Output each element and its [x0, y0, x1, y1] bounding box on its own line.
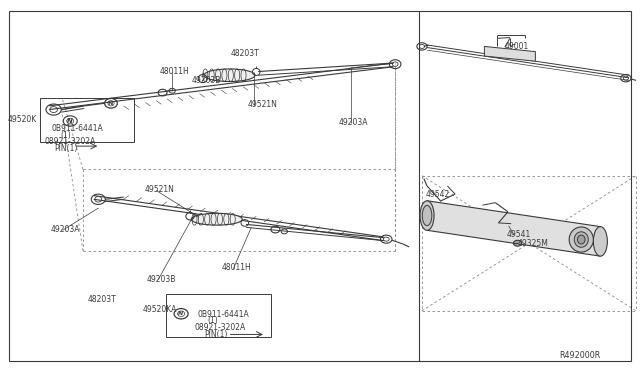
Text: N: N [178, 311, 183, 316]
Ellipse shape [577, 235, 585, 244]
Ellipse shape [191, 213, 243, 225]
Text: 49520KA: 49520KA [143, 305, 177, 314]
Text: 0B911-6441A: 0B911-6441A [198, 310, 250, 319]
Text: 48203T: 48203T [88, 295, 116, 304]
Ellipse shape [422, 205, 432, 226]
Text: 08921-3202A: 08921-3202A [195, 323, 246, 332]
Text: 49203A: 49203A [339, 118, 369, 127]
Ellipse shape [420, 201, 434, 230]
Polygon shape [484, 46, 536, 61]
Text: 49203A: 49203A [51, 225, 81, 234]
Ellipse shape [574, 232, 588, 247]
Text: 49542: 49542 [425, 190, 449, 199]
Ellipse shape [593, 227, 607, 256]
Text: 49521N: 49521N [145, 185, 175, 194]
Text: PIN(1): PIN(1) [54, 144, 77, 153]
Text: 08921-3202A: 08921-3202A [45, 137, 96, 146]
Text: 49541: 49541 [507, 230, 531, 239]
Text: 49521N: 49521N [248, 100, 278, 109]
Text: (1): (1) [207, 316, 218, 325]
Text: 49325M: 49325M [518, 239, 548, 248]
Text: 0B911-6441A: 0B911-6441A [51, 124, 103, 133]
Text: 48203T: 48203T [231, 49, 260, 58]
Ellipse shape [569, 227, 593, 252]
Text: N: N [67, 118, 73, 124]
Ellipse shape [204, 69, 255, 81]
Bar [40, 98, 134, 142]
Text: 48011H: 48011H [159, 67, 189, 76]
Text: N: N [108, 101, 113, 106]
Text: R492000R: R492000R [559, 350, 600, 360]
Text: 48011H: 48011H [222, 263, 252, 272]
Text: PIN(1): PIN(1) [204, 330, 227, 339]
Text: 49203B: 49203B [191, 76, 221, 85]
Text: (1): (1) [61, 131, 72, 140]
Text: 49001: 49001 [505, 42, 529, 51]
Ellipse shape [513, 240, 522, 246]
Text: 49203B: 49203B [147, 275, 176, 283]
Bar [166, 294, 271, 337]
Polygon shape [427, 201, 600, 256]
Text: 49520K: 49520K [8, 115, 37, 124]
